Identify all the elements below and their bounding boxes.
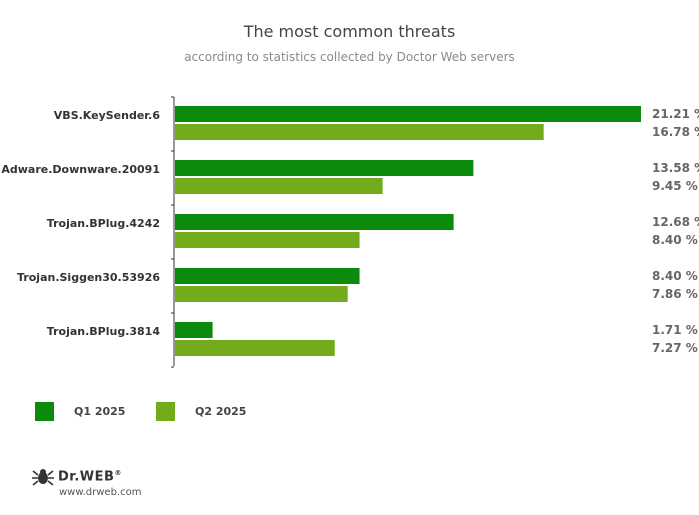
bar-q2 [175, 178, 383, 194]
legend-label-q2: Q2 2025 [195, 405, 247, 418]
value-label: 12.68 % [652, 215, 699, 229]
drweb-logo: Dr.WEB® [32, 467, 122, 487]
value-label: 8.40 % [652, 233, 698, 247]
category-label: Trojan.BPlug.4242 [47, 217, 160, 230]
value-label: 21.21 % [652, 107, 699, 121]
bar-q2 [175, 286, 348, 302]
chart-subtitle: according to statistics collected by Doc… [184, 50, 515, 64]
legend-item-q2: Q2 2025 [156, 402, 246, 421]
spider-icon [32, 469, 54, 486]
bar-chart: VBS.KeySender.6 21.21 % 16.78 % Adware.Down… [1, 96, 699, 368]
category-label: Trojan.BPlug.3814 [47, 325, 161, 338]
legend-swatch-q2 [156, 402, 175, 421]
logo-text: Dr.WEB® [58, 469, 122, 485]
bar-q2 [175, 340, 335, 356]
category-label: VBS.KeySender.6 [54, 109, 161, 122]
bar-q1 [175, 268, 360, 284]
value-label: 9.45 % [652, 179, 698, 193]
bar-q1 [175, 160, 474, 176]
website-url[interactable]: www.drweb.com [59, 487, 142, 498]
bar-q1 [175, 322, 213, 338]
value-label: 13.58 % [652, 161, 699, 175]
value-label: 8.40 % [652, 269, 698, 283]
chart-title: The most common threats [243, 22, 456, 41]
value-label: 1.71 % [652, 323, 698, 337]
legend-item-q1: Q1 2025 [35, 402, 125, 421]
bar-q1 [175, 106, 641, 122]
value-label: 7.27 % [652, 341, 698, 355]
category-label: Adware.Downware.20091 [1, 163, 160, 176]
value-label: 7.86 % [652, 287, 698, 301]
category-label: Trojan.Siggen30.53926 [17, 271, 160, 284]
bar-q2 [175, 232, 360, 248]
value-label: 16.78 % [652, 125, 699, 139]
legend-swatch-q1 [35, 402, 54, 421]
legend-label-q1: Q1 2025 [74, 405, 126, 418]
bar-q2 [175, 124, 544, 140]
bar-q1 [175, 214, 454, 230]
